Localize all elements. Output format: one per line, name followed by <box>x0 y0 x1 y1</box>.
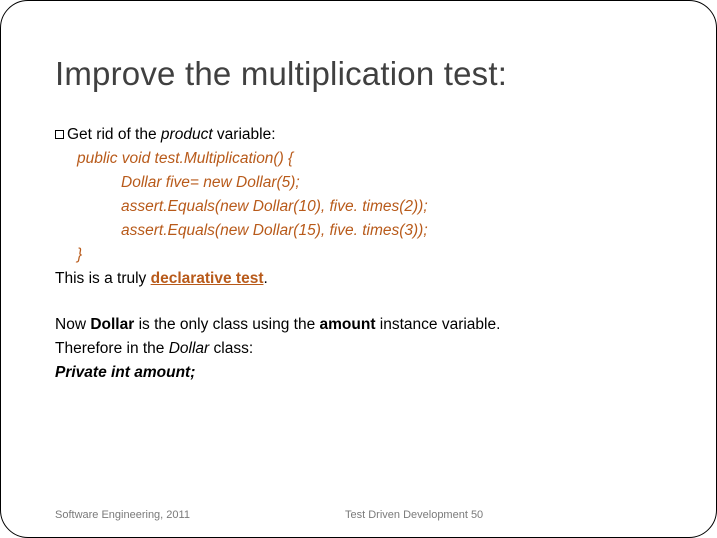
p2-c: class: <box>209 340 253 357</box>
bullet-square-icon <box>55 130 64 139</box>
truly-line: This is a truly declarative test. <box>55 267 662 291</box>
p1-e: instance variable. <box>375 316 500 333</box>
p1-c: is the only class using the <box>134 316 319 333</box>
code-line-5: } <box>77 243 662 267</box>
p1-d: amount <box>320 316 376 333</box>
bullet-line: Get rid of the product variable: <box>55 123 662 147</box>
para2: Therefore in the Dollar class: <box>55 337 662 361</box>
code-line-1: public void test.Multiplication() { <box>77 147 662 171</box>
slide-title: Improve the multiplication test: <box>55 55 662 93</box>
bullet-text-suffix: variable: <box>213 126 276 143</box>
footer-left: Software Engineering, 2011 <box>55 509 190 521</box>
p2-a: Therefore in the <box>55 340 169 357</box>
truly-prefix: This is a truly <box>55 270 151 287</box>
para1: Now Dollar is the only class using the a… <box>55 313 662 337</box>
p1-a: Now <box>55 316 90 333</box>
truly-suffix: . <box>263 270 267 287</box>
code-line-2: Dollar five= new Dollar(5); <box>121 171 662 195</box>
code-line-3: assert.Equals(new Dollar(10), five. time… <box>121 195 662 219</box>
p1-b: Dollar <box>90 316 134 333</box>
footer-right: Test Driven Development 50 <box>345 509 483 521</box>
truly-emph: declarative test <box>151 270 264 287</box>
bullet-text-prefix: Get rid of the <box>67 126 161 143</box>
slide-frame: Improve the multiplication test: Get rid… <box>0 0 717 538</box>
p2-b: Dollar <box>169 340 209 357</box>
para3: Private int amount; <box>55 361 662 385</box>
code-line-4: assert.Equals(new Dollar(15), five. time… <box>121 219 662 243</box>
paragraph-spacer <box>55 291 662 313</box>
bullet-text-emph: product <box>161 126 213 143</box>
